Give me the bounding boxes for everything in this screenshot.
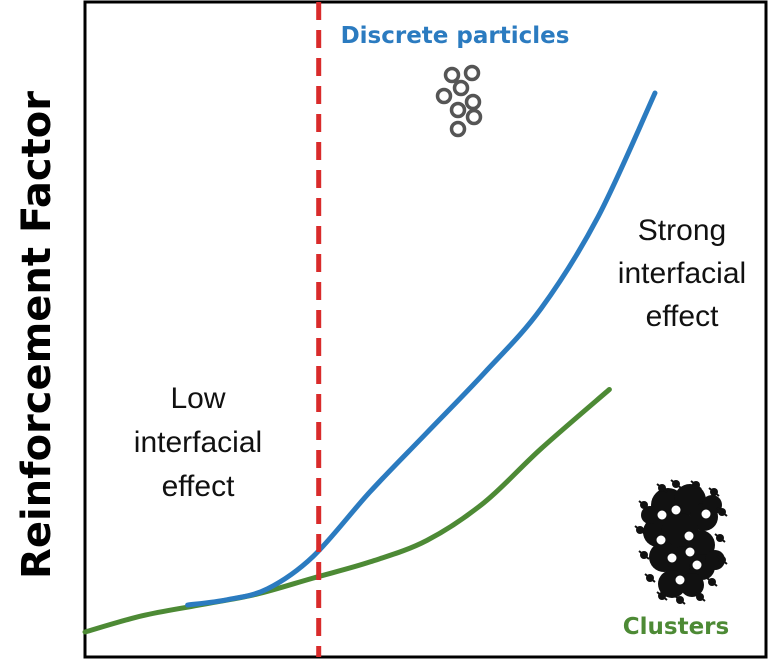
annotation-strong-interfacial: Strong interfacial effect: [618, 214, 746, 333]
annotation-strong-line2: interfacial: [618, 257, 746, 290]
discrete-particles-icon: [435, 64, 483, 138]
annotation-low-line1: Low: [170, 382, 225, 415]
series-label-clusters: Clusters: [623, 614, 729, 640]
annotation-low-interfacial: Low interfacial effect: [134, 382, 262, 503]
particle-cluster-icon: [634, 479, 728, 605]
annotation-low-line2: interfacial: [134, 426, 262, 459]
annotation-strong-line1: Strong: [638, 214, 726, 247]
plot-area: [82, 0, 768, 659]
series-line-0: [185, 90, 658, 608]
plot-frame: [83, 0, 768, 659]
series-label-discrete: Discrete particles: [341, 23, 570, 49]
series-line-1: [82, 386, 612, 635]
y-axis-label: Reinforcement Factor: [14, 91, 60, 579]
annotation-low-line3: effect: [162, 470, 235, 503]
annotation-strong-line3: effect: [646, 300, 719, 333]
